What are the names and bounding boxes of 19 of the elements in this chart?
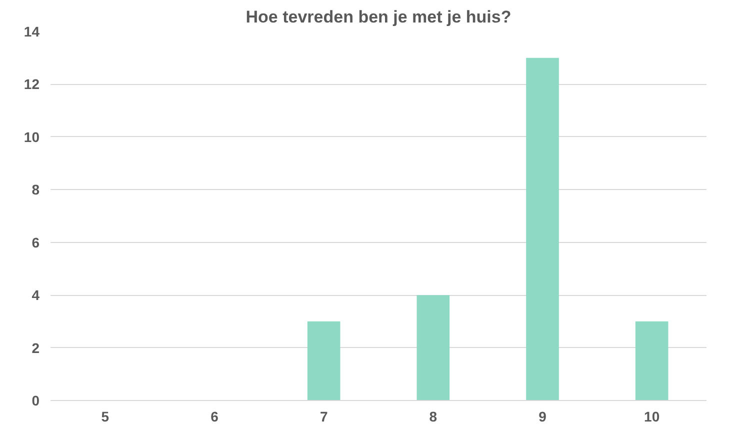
bar: [416, 295, 450, 400]
x-tick-label: 7: [320, 408, 328, 424]
bar: [307, 321, 340, 400]
y-tick-label: 14: [24, 24, 40, 40]
x-tick-label: 10: [644, 408, 660, 424]
chart-title: Hoe tevreden ben je met je huis?: [246, 8, 512, 26]
x-tick-label: 5: [101, 408, 110, 424]
y-tick-label: 4: [32, 287, 40, 304]
y-tick-label: 0: [32, 392, 40, 408]
bar: [526, 58, 559, 400]
y-tick-label: 2: [32, 340, 40, 356]
y-tick-label: 6: [32, 234, 40, 250]
bar: [635, 321, 668, 400]
x-tick-label: 8: [429, 408, 438, 424]
y-tick-label: 12: [24, 76, 40, 92]
y-tick-label: 10: [24, 128, 40, 145]
x-tick-label: 9: [538, 408, 547, 424]
x-tick-label: 6: [210, 408, 219, 424]
y-tick-label: 8: [32, 182, 40, 198]
